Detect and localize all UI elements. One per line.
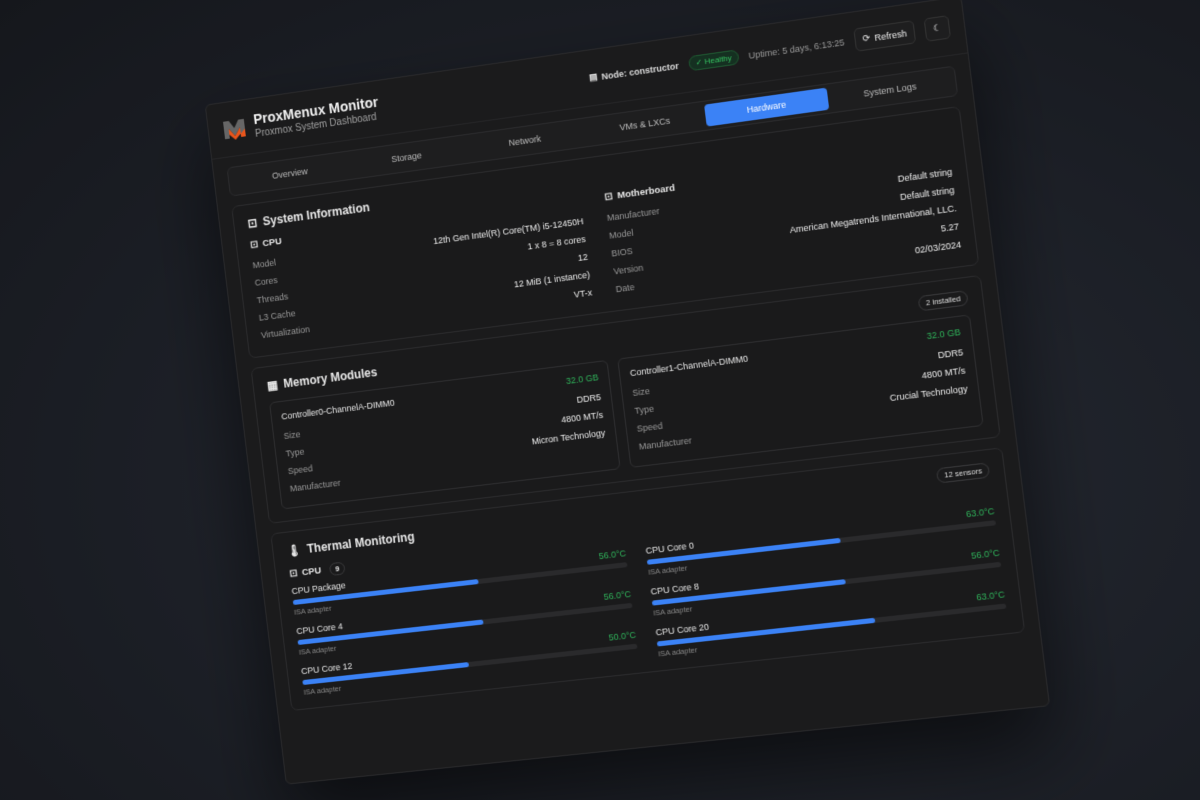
- info-value: 4800 MT/s: [560, 409, 604, 425]
- card-title: System Information: [262, 200, 371, 229]
- tab-vms-lxcs[interactable]: VMs & LXCs: [618, 115, 671, 133]
- sensor-name: CPU Core 0: [645, 540, 695, 556]
- info-value: 02/03/2024: [914, 239, 962, 256]
- tab-network[interactable]: Network: [508, 133, 542, 148]
- refresh-label: Refresh: [873, 27, 908, 43]
- info-value: [969, 402, 970, 412]
- health-text: Healthy: [703, 53, 733, 67]
- sensor-temp: 63.0°C: [965, 505, 995, 520]
- card-title: Memory Modules: [282, 365, 378, 391]
- node-info: ▤ Node: constructor: [588, 60, 679, 84]
- tab-hardware[interactable]: Hardware: [704, 87, 830, 127]
- info-label: Size: [631, 385, 651, 399]
- proxmenux-logo-icon: [222, 118, 247, 141]
- memory-icon: ▦: [266, 377, 279, 393]
- node-name: Node: constructor: [600, 60, 680, 82]
- info-label: Version: [612, 262, 644, 277]
- server-icon: ▤: [588, 71, 599, 83]
- sensor-temp: 56.0°C: [970, 547, 1001, 561]
- sensor-name: CPU Core 4: [295, 621, 344, 637]
- info-value: 5.27: [940, 221, 960, 234]
- chip-icon: ⊡: [246, 215, 259, 231]
- sensor-name: CPU Core 8: [650, 581, 700, 597]
- theme-toggle-button[interactable]: ☾: [923, 15, 952, 42]
- info-label: Model: [252, 257, 277, 271]
- info-label: Type: [634, 403, 655, 416]
- tab-storage[interactable]: Storage: [390, 150, 423, 165]
- info-label: Virtualization: [260, 324, 311, 341]
- installed-badge: 2 installed: [917, 290, 969, 312]
- info-label: Speed: [636, 420, 664, 434]
- info-label: Size: [283, 429, 301, 442]
- info-value: [607, 446, 608, 456]
- tab-overview[interactable]: Overview: [271, 166, 309, 181]
- info-label: Threads: [256, 291, 289, 306]
- motherboard-title: Motherboard: [616, 182, 676, 202]
- tab-system-logs[interactable]: System Logs: [862, 81, 918, 99]
- sensor-temp: 50.0°C: [607, 629, 637, 643]
- sensor-temp: 56.0°C: [603, 588, 632, 602]
- info-value: 12: [577, 251, 589, 264]
- cpu-title: CPU: [261, 236, 283, 250]
- health-badge: ✓ Healthy: [687, 49, 740, 72]
- refresh-icon: ⟳: [862, 32, 871, 44]
- sensor-name: CPU Core 12: [300, 660, 353, 677]
- sensor-name: CPU Package: [291, 580, 347, 597]
- header: ProxMenux Monitor Proxmox System Dashboa…: [205, 0, 968, 160]
- cpu-icon: ⊡: [249, 239, 259, 251]
- module-capacity: 32.0 GB: [926, 326, 962, 342]
- sensor-temp: 56.0°C: [598, 548, 627, 562]
- info-label: Date: [615, 281, 636, 295]
- module-capacity: 32.0 GB: [565, 372, 600, 387]
- sensor-name: CPU Core 20: [655, 621, 710, 638]
- info-label: Manufacturer: [638, 435, 693, 452]
- motherboard-icon: ⊡: [603, 191, 614, 204]
- brand: ProxMenux Monitor Proxmox System Dashboa…: [220, 94, 380, 144]
- sensor-group-title: CPU: [301, 565, 322, 579]
- card-title: Thermal Monitoring: [306, 529, 416, 556]
- info-label: Speed: [287, 463, 314, 477]
- info-label: Model: [608, 227, 635, 241]
- info-label: BIOS: [610, 245, 634, 259]
- sensor-group-count: 9: [328, 561, 346, 577]
- cpu-icon: ⊡: [288, 568, 298, 580]
- info-label: L3 Cache: [258, 308, 297, 323]
- refresh-button[interactable]: ⟳ Refresh: [853, 20, 917, 52]
- info-value: 4800 MT/s: [921, 365, 966, 381]
- info-value: DDR5: [937, 347, 964, 361]
- info-label: Cores: [254, 275, 279, 288]
- info-value: VT-x: [573, 287, 593, 300]
- dashboard-window: ProxMenux Monitor Proxmox System Dashboa…: [204, 0, 1051, 785]
- thermometer-icon: 🌡︎: [286, 542, 303, 559]
- sensors-badge: 12 sensors: [936, 462, 991, 484]
- info-label: Manufacturer: [289, 477, 342, 494]
- moon-icon: ☾: [932, 22, 942, 34]
- info-label: Type: [285, 446, 305, 459]
- info-value: DDR5: [576, 392, 602, 405]
- uptime: Uptime: 5 days, 6:13:25: [748, 36, 846, 61]
- sensor-temp: 63.0°C: [975, 589, 1006, 603]
